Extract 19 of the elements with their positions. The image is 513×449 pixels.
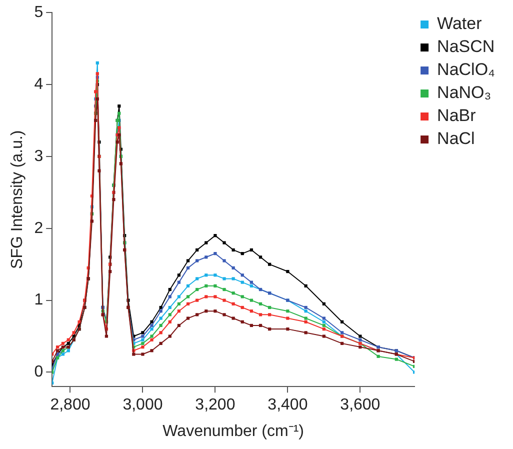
y-tick-label: 2 (34, 220, 44, 237)
x-axis-title: Wavenumber (cm⁻¹) (162, 422, 304, 440)
x-tick-label: 3,000 (122, 396, 163, 414)
x-tick-label: 3,200 (195, 396, 236, 414)
y-tick-label: 0 (34, 364, 44, 381)
x-tick-label: 3,600 (340, 396, 380, 414)
y-tick-label: 5 (34, 4, 44, 22)
legend-label: NaNO₃ (437, 83, 492, 102)
y-tick-label: 3 (34, 148, 44, 165)
y-tick-label: 4 (34, 76, 44, 93)
legend-label: NaBr (437, 106, 476, 126)
legend-label: Water (437, 14, 482, 34)
legend-label: NaClO₄ (437, 60, 496, 80)
y-tick-label: 1 (34, 292, 44, 309)
y-axis-title: SFG Intensity (a.u.) (9, 130, 26, 269)
x-tick-label: 3,400 (268, 396, 308, 414)
x-tick-label: 2,800 (50, 396, 90, 414)
legend-label: NaSCN (437, 37, 495, 56)
legend-label: NaCl (437, 129, 475, 148)
